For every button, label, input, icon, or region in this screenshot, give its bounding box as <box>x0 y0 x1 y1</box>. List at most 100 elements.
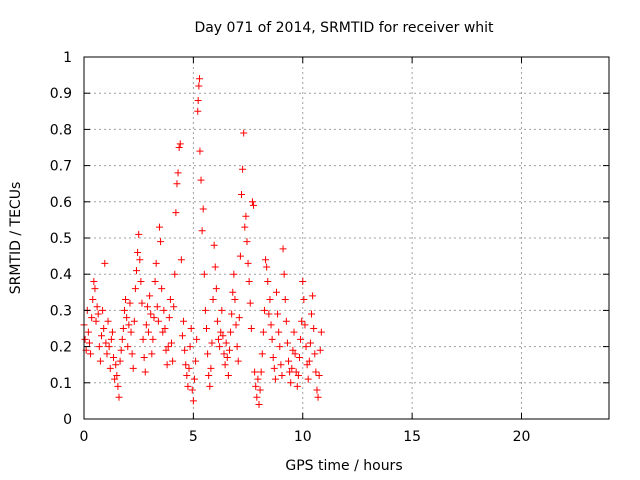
data-point <box>280 270 288 278</box>
data-point <box>161 325 169 332</box>
data-point <box>242 212 250 220</box>
data-point <box>205 372 213 380</box>
data-point <box>277 361 285 369</box>
data-point <box>294 372 302 380</box>
data-point <box>215 335 223 343</box>
data-point <box>274 310 282 318</box>
data-point <box>196 147 204 155</box>
data-point <box>102 339 110 347</box>
data-point <box>234 357 242 365</box>
data-point <box>316 346 324 354</box>
data-point <box>115 393 123 401</box>
data-point <box>158 285 166 293</box>
data-point <box>270 364 278 372</box>
data-point <box>173 180 181 188</box>
y-axis-label: SRMTID / TECUs <box>8 182 24 295</box>
data-point <box>265 310 273 318</box>
data-point <box>298 317 306 325</box>
data-point <box>142 321 150 329</box>
data-point <box>177 256 185 264</box>
data-point <box>198 227 206 235</box>
data-point <box>88 314 96 322</box>
data-point <box>140 353 148 361</box>
data-point <box>150 314 158 322</box>
data-point <box>253 393 261 401</box>
data-point <box>130 317 138 325</box>
data-point <box>225 346 233 354</box>
data-point <box>148 350 156 358</box>
data-point <box>250 201 258 209</box>
y-tick-label: 0 <box>63 412 72 428</box>
data-point <box>295 353 303 361</box>
data-point <box>81 335 89 343</box>
data-point <box>297 335 305 343</box>
data-point <box>93 303 101 311</box>
data-point <box>195 82 203 90</box>
data-point <box>313 386 321 394</box>
data-point <box>314 393 322 401</box>
data-point <box>269 353 277 361</box>
data-point <box>126 299 134 307</box>
data-point <box>159 328 167 336</box>
data-point <box>168 339 175 347</box>
data-point <box>317 328 325 336</box>
data-point <box>306 339 314 347</box>
data-point <box>203 325 210 332</box>
data-point <box>254 375 262 383</box>
data-point <box>200 270 208 278</box>
data-point <box>303 361 311 369</box>
data-point <box>281 296 289 304</box>
data-point <box>174 169 182 177</box>
data-point <box>183 372 191 380</box>
data-point <box>136 256 144 264</box>
data-point <box>118 335 126 343</box>
data-point <box>165 314 173 322</box>
data-point <box>100 325 108 332</box>
data-point <box>146 292 154 300</box>
data-point <box>217 328 225 336</box>
data-point <box>231 296 239 304</box>
data-point <box>181 346 189 354</box>
data-point <box>263 263 271 271</box>
data-point <box>182 361 190 369</box>
data-point <box>233 343 241 351</box>
data-point <box>192 357 200 365</box>
data-point <box>180 317 188 325</box>
data-point <box>292 368 300 376</box>
data-point <box>207 364 215 372</box>
data-point <box>160 306 168 314</box>
data-point <box>240 129 248 137</box>
data-point <box>244 259 252 267</box>
x-tick-label: 15 <box>403 429 421 445</box>
data-point <box>108 328 116 336</box>
data-point <box>184 382 192 390</box>
data-point <box>238 191 245 199</box>
data-point <box>153 303 161 311</box>
data-point <box>131 285 139 293</box>
data-point <box>98 332 105 340</box>
data-point <box>84 328 92 336</box>
data-point <box>252 382 260 390</box>
data-point <box>162 346 170 354</box>
data-point <box>224 372 232 380</box>
y-tick-label: 0.2 <box>50 340 72 356</box>
data-point <box>246 299 254 307</box>
data-point <box>106 364 114 372</box>
data-point <box>95 343 103 351</box>
data-point <box>193 335 201 343</box>
x-axis-label: GPS time / hours <box>285 458 402 474</box>
grid-layer <box>84 57 609 419</box>
chart-title: Day 071 of 2014, SRMTID for receiver whi… <box>194 20 494 36</box>
data-point <box>257 368 265 376</box>
data-point <box>247 325 255 332</box>
data-point <box>223 353 231 361</box>
y-tick-label: 0.3 <box>50 303 72 319</box>
data-point <box>264 277 272 285</box>
data-point <box>204 350 212 358</box>
data-point <box>94 310 102 318</box>
data-point <box>188 386 196 394</box>
data-point <box>311 350 319 358</box>
data-point <box>267 321 275 329</box>
data-point <box>301 321 309 329</box>
data-point <box>208 339 216 347</box>
